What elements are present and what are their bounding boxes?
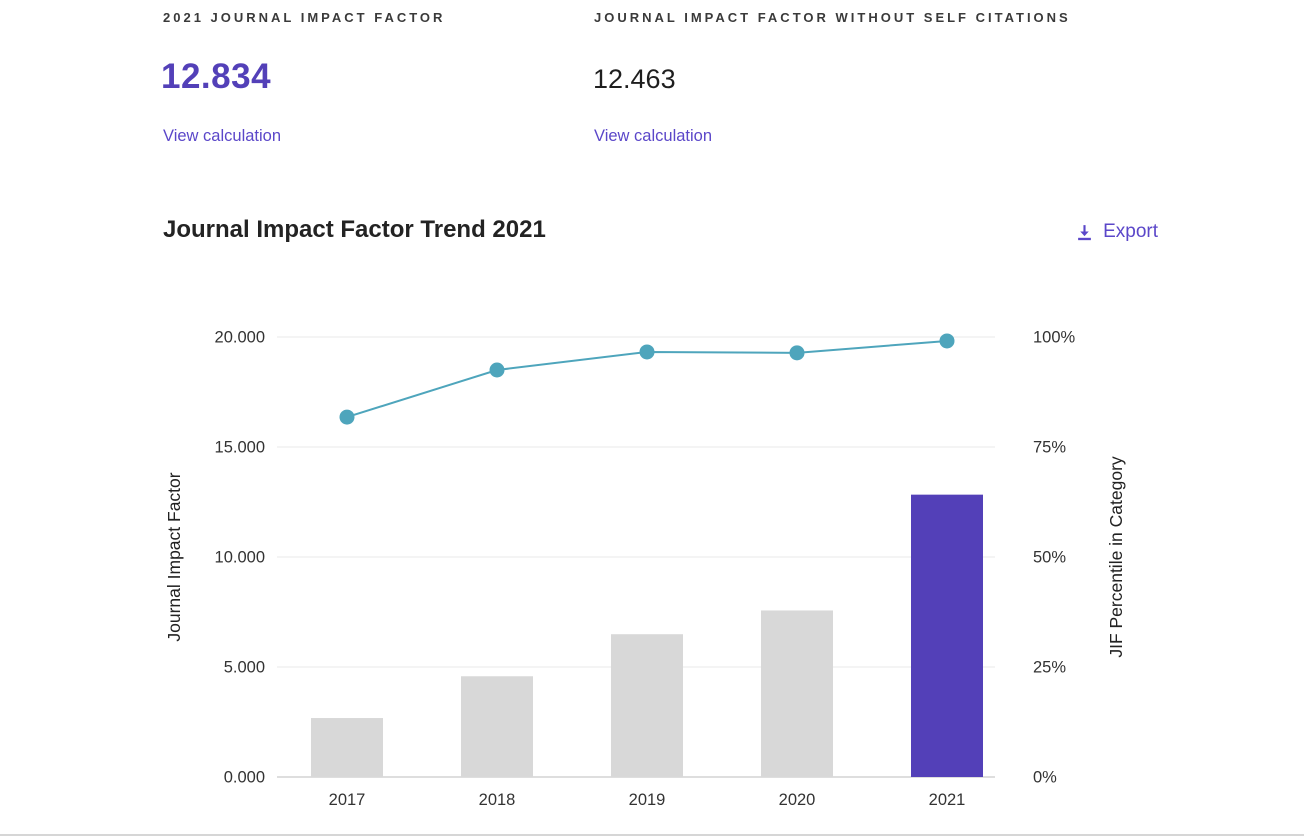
export-button[interactable]: Export [1076,221,1158,243]
percentile-point-2020[interactable] [789,345,805,361]
left-axis-tick-label: 20.000 [215,329,265,347]
right-axis-tick-label: 50% [1033,549,1066,567]
percentile-point-2017[interactable] [339,409,355,425]
percentile-point-2018[interactable] [489,362,505,378]
jif-metric: 2021 JOURNAL IMPACT FACTOR [163,10,445,25]
jif-metric-label: 2021 JOURNAL IMPACT FACTOR [163,10,446,25]
percentile-point-2019[interactable] [639,344,655,360]
right-axis-title: JIF Percentile in Category [1106,456,1126,658]
left-axis-title: Journal Impact Factor [164,472,184,641]
export-button-label: Export [1103,221,1158,242]
right-axis-tick-label: 100% [1033,329,1076,347]
right-axis-tick-label: 75% [1033,439,1066,457]
bar-2019[interactable] [611,634,683,777]
left-axis-tick-label: 10.000 [215,549,265,567]
jif-view-calculation-link[interactable]: View calculation [163,127,282,145]
jif-metric-value: 12.834 [161,57,272,96]
jif-without-self-metric-value: 12.463 [593,64,676,94]
left-axis-tick-label: 0.000 [224,769,265,787]
percentile-point-2021[interactable] [939,333,955,349]
jif-trend-chart: 0.000 0% 5.000 25% 10.000 50% 15.000 75% 20.000 1… [164,329,1126,810]
bar-2021[interactable] [911,494,983,777]
bottom-divider [0,834,1304,836]
right-axis-tick-label: 0% [1033,769,1057,787]
trend-section-title: Journal Impact Factor Trend 2021 [163,216,546,243]
x-axis-label-2019: 2019 [629,791,666,809]
bar-2020[interactable] [761,610,833,777]
jif-without-self-metric: JOURNAL IMPACT FACTOR WITHOUT SELF CITAT… [594,10,1071,25]
left-axis-tick-label: 5.000 [224,659,265,677]
x-axis-label-2017: 2017 [329,791,366,809]
bar-2017[interactable] [311,718,383,777]
jif-without-self-view-calculation-link[interactable]: View calculation [594,127,713,145]
download-icon [1076,224,1093,241]
right-axis-tick-label: 25% [1033,659,1066,677]
x-axis-label-2020: 2020 [779,791,816,809]
x-axis-label-2018: 2018 [479,791,516,809]
jif-without-self-metric-label: JOURNAL IMPACT FACTOR WITHOUT SELF CITAT… [594,10,1071,25]
x-axis-label-2021: 2021 [929,791,966,809]
bar-2018[interactable] [461,676,533,777]
left-axis-tick-label: 15.000 [215,439,265,457]
